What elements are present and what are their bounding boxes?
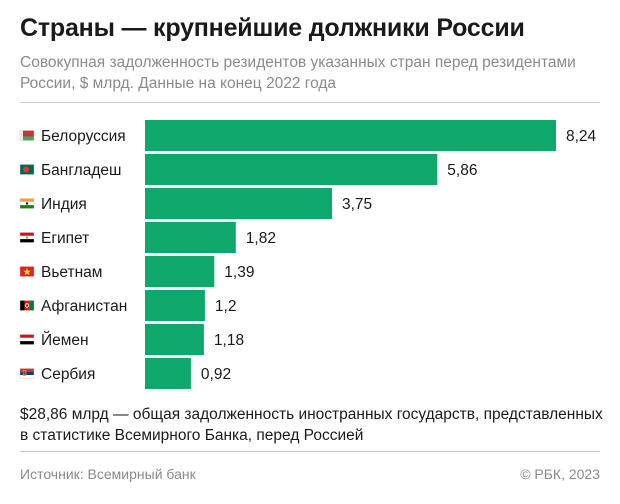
afghanistan-flag-icon — [19, 300, 35, 311]
india-flag-icon — [19, 198, 35, 209]
bar — [145, 154, 438, 185]
bar — [145, 222, 236, 253]
bar — [145, 324, 204, 355]
bar — [145, 290, 205, 321]
chart-row: Индия 3,75 — [19, 188, 372, 219]
serbia-flag-icon — [19, 368, 35, 379]
value-label: 3,75 — [342, 196, 372, 213]
chart-row: Египет 1,82 — [19, 222, 276, 253]
chart-row: Бангладеш 5,86 — [19, 154, 477, 185]
bar — [145, 120, 556, 151]
chart-row: Сербия 0,92 — [19, 358, 231, 389]
value-label: 1,82 — [246, 230, 276, 247]
value-label: 0,92 — [201, 366, 231, 383]
chart-row: Афганистан 1,2 — [19, 290, 237, 321]
chart-subtitle: Совокупная задолженность резидентов указ… — [20, 54, 576, 92]
bar — [145, 256, 215, 287]
category-label: Вьетнам — [41, 264, 102, 281]
value-label: 1,39 — [224, 264, 254, 281]
chart-row: Белоруссия 8,24 — [19, 120, 597, 151]
copyright-label: © РБК, 2023 — [520, 466, 600, 482]
chart-row: Вьетнам 1,39 — [19, 256, 254, 287]
chart-title: Страны — крупнейшие должники России — [20, 14, 525, 42]
bangladesh-flag-icon — [19, 164, 35, 175]
total-debt-note: $28,86 млрд — общая задолженность иностр… — [20, 406, 603, 444]
egypt-flag-icon — [19, 232, 35, 243]
category-label: Сербия — [41, 366, 95, 383]
category-label: Белоруссия — [41, 128, 126, 145]
value-label: 1,2 — [215, 298, 237, 315]
bar — [145, 188, 332, 219]
bottom-divider — [20, 451, 600, 452]
bar — [145, 358, 191, 389]
category-label: Индия — [41, 196, 87, 213]
belarus-flag-icon — [19, 130, 35, 141]
value-label: 5,86 — [447, 162, 477, 179]
category-label: Йемен — [41, 331, 89, 349]
value-label: 1,18 — [214, 332, 244, 349]
bar-chart: Белоруссия 8,24 Бангладеш 5,86 Индия 3,75 Егип… — [19, 120, 597, 389]
value-label: 8,24 — [566, 128, 597, 145]
category-label: Египет — [41, 230, 89, 247]
category-label: Бангладеш — [41, 162, 121, 179]
category-label: Афганистан — [41, 298, 127, 315]
top-divider — [20, 102, 600, 103]
source-label: Источник: Всемирный банк — [20, 466, 196, 482]
yemen-flag-icon — [19, 334, 35, 345]
chart-row: Йемен 1,18 — [19, 324, 244, 355]
vietnam-flag-icon — [19, 266, 35, 277]
